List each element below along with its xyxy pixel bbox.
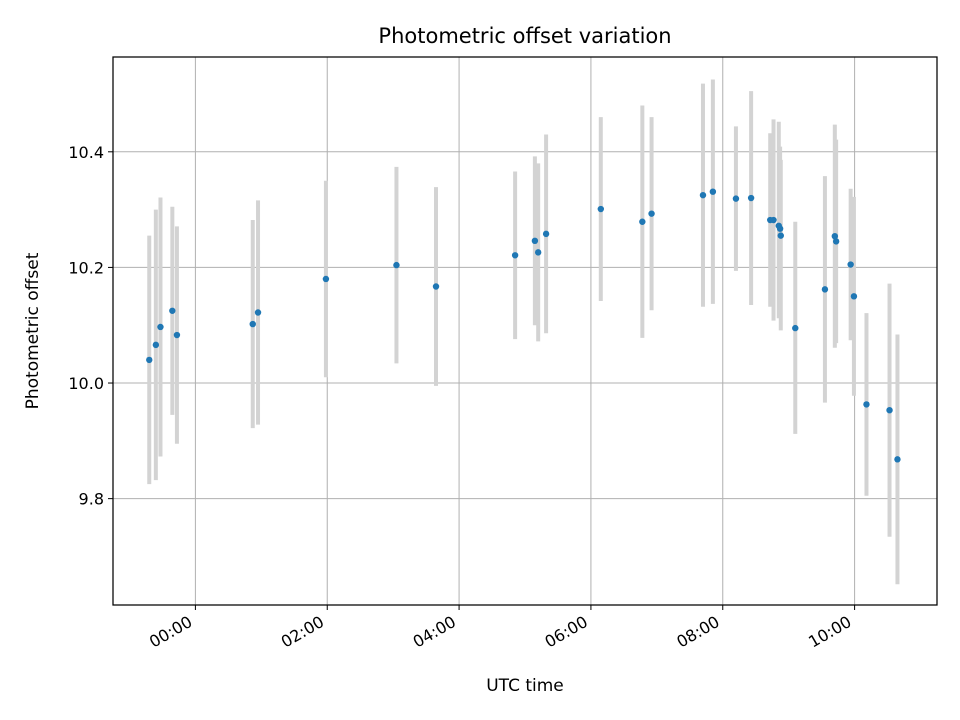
plot-frame	[112, 56, 938, 606]
data-point	[770, 216, 777, 224]
data-point	[531, 237, 539, 245]
data-point	[542, 230, 550, 238]
data-point	[249, 320, 256, 328]
data-points	[146, 188, 901, 463]
data-point	[886, 406, 893, 414]
data-point	[322, 275, 330, 283]
data-point	[863, 401, 870, 408]
data-point	[831, 232, 839, 240]
data-point	[393, 261, 400, 269]
data-point	[699, 191, 707, 199]
y-tick-label: 10.0	[68, 374, 104, 393]
y-tick-label: 10.2	[68, 258, 104, 277]
data-point	[894, 456, 901, 463]
data-point	[169, 307, 176, 314]
data-point	[254, 309, 262, 316]
data-point	[152, 341, 160, 349]
data-point	[709, 188, 717, 195]
data-point	[850, 293, 858, 300]
data-point	[648, 210, 655, 217]
data-point	[832, 238, 840, 245]
data-point	[597, 205, 605, 213]
y-axis-title: Photometric offset	[23, 252, 43, 409]
data-point	[511, 252, 519, 259]
data-point	[157, 323, 164, 331]
data-point	[821, 286, 829, 293]
data-point	[639, 218, 646, 225]
data-point	[534, 249, 542, 256]
data-point	[777, 232, 784, 239]
y-tick-label: 10.4	[68, 143, 104, 162]
data-point	[792, 324, 799, 332]
data-point	[776, 225, 784, 232]
data-point	[432, 283, 440, 290]
data-point	[747, 194, 755, 202]
data-point	[732, 195, 740, 202]
x-axis-title: UTC time	[486, 676, 564, 696]
data-point	[847, 261, 854, 268]
data-point	[146, 356, 153, 364]
y-tick-label: 9.8	[79, 490, 104, 509]
chart-title: Photometric offset variation	[378, 24, 671, 48]
y-axis-ticks: 9.8 10.0 10.2 10.4	[68, 143, 113, 509]
data-point	[173, 331, 181, 339]
